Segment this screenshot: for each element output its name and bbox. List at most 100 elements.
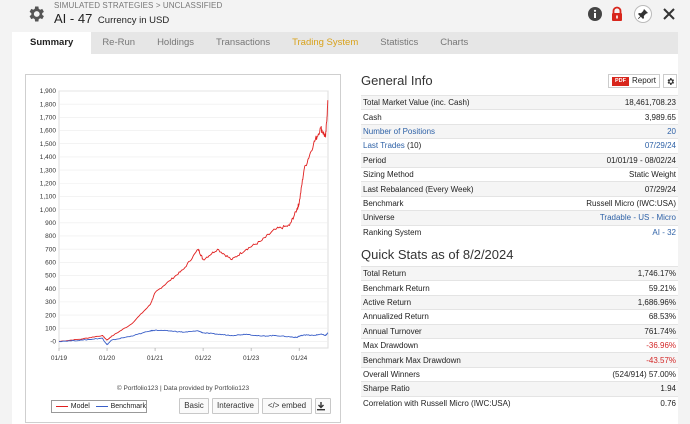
row-value: 68.53% [648, 312, 676, 322]
legend-benchmark[interactable]: Benchmark [110, 403, 146, 410]
row-label: Active Return [363, 297, 412, 307]
table-row: Sizing Method Static Weight [361, 166, 678, 181]
y-tick-label: -0 [50, 339, 56, 346]
table-row: Total Market Value (inc. Cash) 18,461,70… [361, 95, 678, 110]
table-row: Period 01/01/19 - 08/02/24 [361, 152, 678, 167]
table-row: Number of Positions 20 [361, 123, 678, 139]
row-label: Total Market Value (inc. Cash) [363, 98, 470, 108]
row-label: Sharpe Ratio [363, 384, 410, 394]
x-tick-label: 01/21 [147, 355, 164, 362]
positions-count-link[interactable]: 20 [667, 126, 676, 136]
row-value: 761.74% [644, 326, 676, 336]
y-tick-label: 500 [45, 273, 56, 280]
page-title: AI - 47 Currency in USD [54, 11, 169, 26]
tab-rerun[interactable]: Re-Run [102, 37, 136, 48]
gear-icon[interactable] [26, 4, 46, 24]
x-tick-label: 01/24 [291, 355, 308, 362]
general-info-table: Total Market Value (inc. Cash) 18,461,70… [361, 95, 678, 239]
y-tick-label: 1,800 [40, 101, 57, 108]
pin-icon[interactable] [634, 5, 652, 23]
last-trades-link[interactable]: Last Trades [363, 141, 405, 151]
table-row: Annualized Return 68.53% [361, 309, 678, 323]
plot-area [58, 90, 329, 349]
row-label: Universe [363, 213, 395, 223]
row-label: Annual Turnover [363, 326, 422, 336]
row-label: Benchmark Return [363, 283, 430, 293]
y-tick-label: 900 [45, 220, 56, 227]
table-row: Benchmark Max Drawdown -43.57% [361, 352, 678, 367]
ranking-system-link[interactable]: AI - 32 [652, 227, 676, 237]
y-tick-label: 200 [45, 312, 56, 319]
row-value: Russell Micro (IWC:USA) [586, 198, 676, 208]
tab-transactions[interactable]: Transactions [216, 37, 271, 48]
tab-bar: Summary Re-Run Holdings Transactions Tra… [12, 32, 678, 54]
row-label: Benchmark Max Drawdown [363, 355, 461, 365]
universe-link[interactable]: Tradable - US - Micro [599, 213, 676, 223]
row-value: Static Weight [629, 170, 676, 180]
y-tick-label: 1,400 [40, 154, 57, 161]
row-value: 1,686.96% [637, 297, 676, 307]
table-row: Total Return 1,746.17% [361, 266, 678, 281]
report-button[interactable]: PDF Report [608, 74, 660, 88]
row-value: 3,989.65 [644, 112, 676, 122]
row-value: -36.96% [646, 341, 676, 351]
legend-swatch-model [56, 405, 68, 408]
y-tick-label: 1,700 [40, 115, 57, 122]
table-row: Benchmark Return 59.21% [361, 280, 678, 294]
tab-summary[interactable]: Summary [12, 32, 92, 54]
pdf-icon: PDF [612, 77, 629, 86]
currency-label: Currency in USD [97, 15, 170, 26]
tab-statistics[interactable]: Statistics [380, 37, 419, 48]
row-value: 1,746.17% [637, 269, 676, 279]
table-row: Active Return 1,686.96% [361, 294, 678, 310]
general-info-title: General Info [361, 73, 433, 88]
row-label: Ranking System [363, 227, 422, 237]
row-label: Max Drawdown [363, 341, 419, 351]
tab-trading-system[interactable]: Trading System [292, 37, 359, 48]
lock-icon[interactable] [609, 6, 625, 22]
y-tick-label: 600 [45, 260, 56, 267]
row-value: 59.21% [648, 283, 676, 293]
performance-chart: -0 100 200 300 400 500 600 700 800 900 1,000 1,100 1… [25, 74, 341, 423]
tab-holdings[interactable]: Holdings [157, 37, 195, 48]
info-icon[interactable] [587, 6, 603, 22]
y-tick-label: 1,100 [40, 194, 57, 201]
y-tick-label: 800 [45, 233, 56, 240]
close-icon[interactable] [661, 6, 677, 22]
embed-button[interactable]: </> embed [262, 398, 312, 414]
table-row: Correlation with Russell Micro (IWC:USA)… [361, 395, 678, 410]
gear-icon [667, 77, 674, 85]
row-label: Benchmark [363, 198, 404, 208]
x-tick-label: 01/20 [99, 355, 116, 362]
series-line-benchmark [58, 329, 329, 346]
last-trades-count: (10) [404, 141, 422, 151]
row-label: Overall Winners [363, 369, 420, 379]
row-value: 07/29/24 [644, 184, 676, 194]
number-of-positions-link[interactable]: Number of Positions [363, 126, 436, 136]
row-label: Last Rebalanced (Every Week) [363, 184, 474, 194]
table-row: Max Drawdown -36.96% [361, 337, 678, 352]
x-tick-label: 01/19 [51, 355, 68, 362]
chart-legend: Model Benchmark [51, 400, 147, 413]
row-label: Sizing Method [363, 170, 414, 180]
table-row: Annual Turnover 761.74% [361, 323, 678, 338]
tab-charts[interactable]: Charts [440, 37, 469, 48]
download-button[interactable] [315, 398, 331, 414]
legend-model[interactable]: Model [70, 403, 90, 410]
row-value: 18,461,708.23 [624, 98, 676, 108]
table-row: Overall Winners (524/914) 57.00% [361, 366, 678, 381]
y-tick-label: 300 [45, 299, 56, 306]
y-tick-label: 1,000 [40, 207, 57, 214]
legend-swatch-benchmark [95, 405, 108, 408]
table-row: Last Rebalanced (Every Week) 07/29/24 [361, 181, 678, 196]
report-settings-button[interactable] [663, 74, 677, 88]
chart-svg: -0 100 200 300 400 500 600 700 800 900 1,000 1,100 1… [40, 88, 329, 362]
basic-button[interactable]: Basic [179, 398, 209, 414]
interactive-button[interactable]: Interactive [212, 398, 259, 414]
series-line-model [58, 99, 329, 342]
last-trades-date-link[interactable]: 07/29/24 [644, 141, 676, 151]
breadcrumb[interactable]: SIMULATED STRATEGIES > UNCLASSIFIED [54, 1, 223, 10]
quick-stats-table: Total Return 1,746.17% Benchmark Return … [361, 266, 678, 410]
y-tick-label: 1,900 [40, 88, 57, 95]
row-label: Period [363, 155, 387, 165]
